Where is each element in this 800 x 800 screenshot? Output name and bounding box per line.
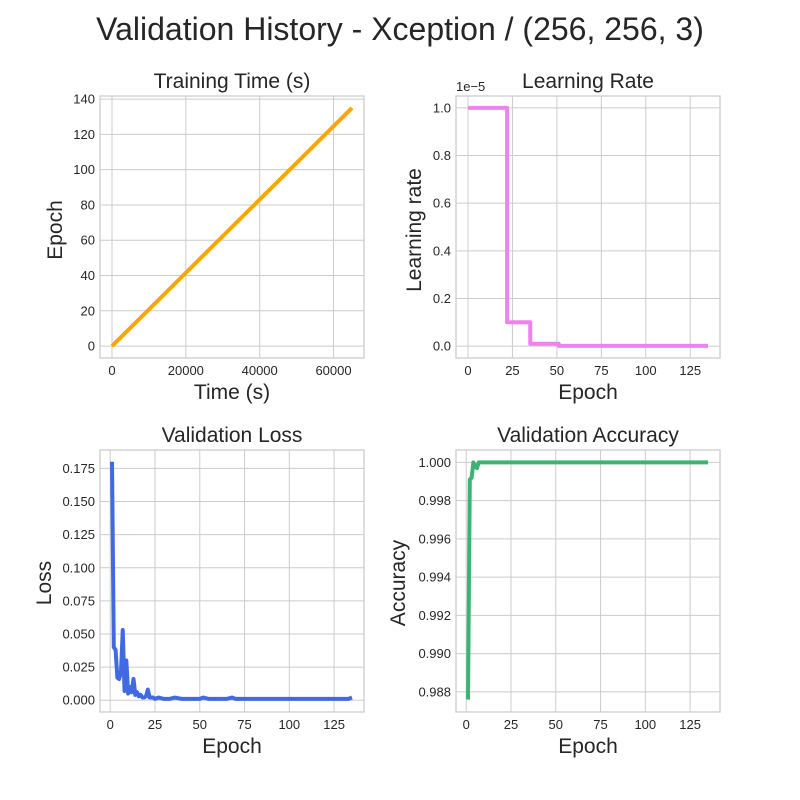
learning-rate-ytick-label: 0.4 bbox=[433, 243, 451, 258]
validation-loss-xtick-label: 0 bbox=[107, 717, 114, 732]
validation-accuracy-ytick-label: 0.994 bbox=[418, 570, 451, 585]
training-time-ytick-label: 80 bbox=[81, 197, 95, 212]
validation-loss-ytick-label: 0.075 bbox=[62, 593, 95, 608]
validation-accuracy-ytick-label: 1.000 bbox=[418, 455, 451, 470]
learning-rate-ytick-label: 1.0 bbox=[433, 100, 451, 115]
panel-training-time: 0 20000 40000 60000 0 20 40 60 80 100 120 140 Traini… bbox=[44, 70, 365, 404]
training-time-ytick-label: 20 bbox=[81, 303, 95, 318]
panel-validation-accuracy: 0 25 50 75 100 125 0.988 0.990 0.992 0.994 0.996 0.… bbox=[387, 424, 721, 758]
learning-rate-xtick-label: 25 bbox=[505, 363, 519, 378]
training-time-title: Training Time (s) bbox=[154, 70, 311, 93]
panel-validation-loss: 0 25 50 75 100 125 0.000 0.025 0.050 0.075 0.100 0.… bbox=[33, 424, 365, 758]
validation-loss-axes-frame bbox=[99, 449, 365, 713]
learning-rate-title: Learning Rate bbox=[522, 70, 654, 93]
learning-rate-xtick-label: 100 bbox=[635, 363, 657, 378]
training-time-ytick-label: 120 bbox=[73, 127, 95, 142]
validation-loss-ytick-label: 0.000 bbox=[62, 693, 95, 708]
training-time-ytick-label: 0 bbox=[88, 339, 95, 354]
validation-loss-xtick-label: 75 bbox=[237, 717, 251, 732]
validation-loss-ytick-label: 0.150 bbox=[62, 494, 95, 509]
validation-accuracy-xlabel: Epoch bbox=[558, 735, 618, 758]
training-time-ytick-label: 100 bbox=[73, 162, 95, 177]
validation-loss-xtick-label: 50 bbox=[193, 717, 207, 732]
validation-loss-xlabel: Epoch bbox=[202, 735, 262, 758]
validation-loss-ytick-label: 0.175 bbox=[62, 461, 95, 476]
learning-rate-ytick-label: 0.6 bbox=[433, 196, 451, 211]
training-time-xlabel: Time (s) bbox=[194, 381, 270, 404]
validation-loss-xtick-label: 125 bbox=[323, 717, 345, 732]
validation-loss-ytick-label: 0.100 bbox=[62, 560, 95, 575]
validation-accuracy-xtick-label: 100 bbox=[634, 717, 656, 732]
validation-accuracy-xtick-label: 25 bbox=[504, 717, 518, 732]
validation-loss-ytick-label: 0.025 bbox=[62, 660, 95, 675]
validation-loss-xtick-label: 100 bbox=[278, 717, 300, 732]
figure-suptitle: Validation History - Xception / (256, 25… bbox=[96, 11, 704, 47]
validation-accuracy-ytick-label: 0.992 bbox=[418, 608, 451, 623]
training-time-ytick-label: 140 bbox=[73, 92, 95, 107]
learning-rate-ytick-label: 0.2 bbox=[433, 291, 451, 306]
validation-accuracy-ytick-label: 0.988 bbox=[418, 684, 451, 699]
learning-rate-ytick-label: 0.0 bbox=[433, 339, 451, 354]
validation-loss-xtick-label: 25 bbox=[148, 717, 162, 732]
training-time-xtick-label: 40000 bbox=[242, 363, 278, 378]
validation-accuracy-ytick-label: 0.990 bbox=[418, 646, 451, 661]
training-time-axes-frame bbox=[99, 95, 365, 359]
learning-rate-xtick-label: 0 bbox=[464, 363, 471, 378]
validation-accuracy-series-line bbox=[466, 460, 708, 700]
training-time-ytick-label: 60 bbox=[81, 233, 95, 248]
validation-accuracy-xtick-label: 50 bbox=[549, 717, 563, 732]
validation-accuracy-ytick-label: 0.996 bbox=[418, 531, 451, 546]
validation-loss-ylabel: Loss bbox=[33, 561, 56, 605]
validation-accuracy-xtick-label: 0 bbox=[463, 717, 470, 732]
training-time-series-line bbox=[110, 106, 354, 348]
validation-loss-series-line bbox=[110, 461, 353, 701]
validation-accuracy-ylabel: Accuracy bbox=[387, 539, 410, 626]
training-time-xtick-label: 60000 bbox=[315, 363, 351, 378]
training-time-ytick-label: 40 bbox=[81, 268, 95, 283]
training-time-ylabel: Epoch bbox=[44, 200, 67, 260]
training-time-xtick-label: 20000 bbox=[168, 363, 204, 378]
validation-loss-ytick-label: 0.050 bbox=[62, 626, 95, 641]
validation-accuracy-title: Validation Accuracy bbox=[497, 424, 679, 447]
learning-rate-ytick-label: 0.8 bbox=[433, 148, 451, 163]
validation-accuracy-xtick-label: 125 bbox=[679, 717, 701, 732]
panel-learning-rate: 0 25 50 75 100 125 0.0 0.2 0.4 0.6 0.8 1.0 Learning … bbox=[403, 70, 721, 404]
learning-rate-xtick-label: 75 bbox=[594, 363, 608, 378]
learning-rate-series-line bbox=[468, 105, 708, 348]
validation-accuracy-ytick-label: 0.998 bbox=[418, 493, 451, 508]
validation-accuracy-xtick-label: 75 bbox=[593, 717, 607, 732]
learning-rate-xlabel: Epoch bbox=[558, 381, 618, 404]
training-time-xtick-label: 0 bbox=[108, 363, 115, 378]
validation-loss-ytick-label: 0.125 bbox=[62, 527, 95, 542]
validation-loss-title: Validation Loss bbox=[162, 424, 303, 447]
learning-rate-axes-frame bbox=[455, 95, 721, 359]
learning-rate-xtick-label: 50 bbox=[550, 363, 564, 378]
validation-accuracy-axes-frame bbox=[455, 449, 721, 713]
learning-rate-xtick-label: 125 bbox=[679, 363, 701, 378]
learning-rate-ylabel: Learning rate bbox=[403, 168, 426, 292]
learning-rate-offset-text: 1e−5 bbox=[456, 79, 485, 94]
